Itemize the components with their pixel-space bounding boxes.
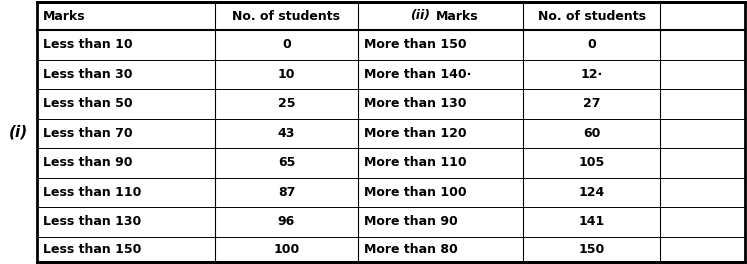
Text: Marks: Marks <box>43 10 86 22</box>
Text: No. of students: No. of students <box>538 10 645 22</box>
Text: 12·: 12· <box>580 68 603 81</box>
Text: 0: 0 <box>282 38 291 51</box>
Text: No. of students: No. of students <box>232 10 341 22</box>
Text: Less than 150: Less than 150 <box>43 243 141 256</box>
Text: 124: 124 <box>578 186 604 199</box>
Text: (i): (i) <box>8 125 28 139</box>
Text: 60: 60 <box>583 127 600 140</box>
Text: 150: 150 <box>578 243 604 256</box>
Text: More than 130: More than 130 <box>364 97 466 110</box>
Text: More than 120: More than 120 <box>364 127 467 140</box>
Text: 43: 43 <box>278 127 295 140</box>
Text: More than 100: More than 100 <box>364 186 467 199</box>
Text: Less than 70: Less than 70 <box>43 127 133 140</box>
Text: Less than 110: Less than 110 <box>43 186 141 199</box>
Text: Less than 10: Less than 10 <box>43 38 133 51</box>
Text: More than 140·: More than 140· <box>364 68 471 81</box>
Text: 87: 87 <box>278 186 295 199</box>
Text: 100: 100 <box>273 243 300 256</box>
Text: 96: 96 <box>278 215 295 228</box>
Text: Less than 30: Less than 30 <box>43 68 132 81</box>
Text: (ii): (ii) <box>411 10 430 22</box>
Text: 27: 27 <box>583 97 601 110</box>
Text: 105: 105 <box>578 156 604 169</box>
Text: Less than 130: Less than 130 <box>43 215 141 228</box>
Text: Marks: Marks <box>436 10 478 22</box>
Text: More than 110: More than 110 <box>364 156 467 169</box>
Text: Less than 50: Less than 50 <box>43 97 133 110</box>
Text: 25: 25 <box>278 97 295 110</box>
Text: More than 90: More than 90 <box>364 215 458 228</box>
Text: 10: 10 <box>278 68 295 81</box>
Text: 65: 65 <box>278 156 295 169</box>
Text: Less than 90: Less than 90 <box>43 156 132 169</box>
Text: More than 80: More than 80 <box>364 243 458 256</box>
Text: 0: 0 <box>587 38 596 51</box>
Text: 141: 141 <box>578 215 604 228</box>
Text: More than 150: More than 150 <box>364 38 467 51</box>
